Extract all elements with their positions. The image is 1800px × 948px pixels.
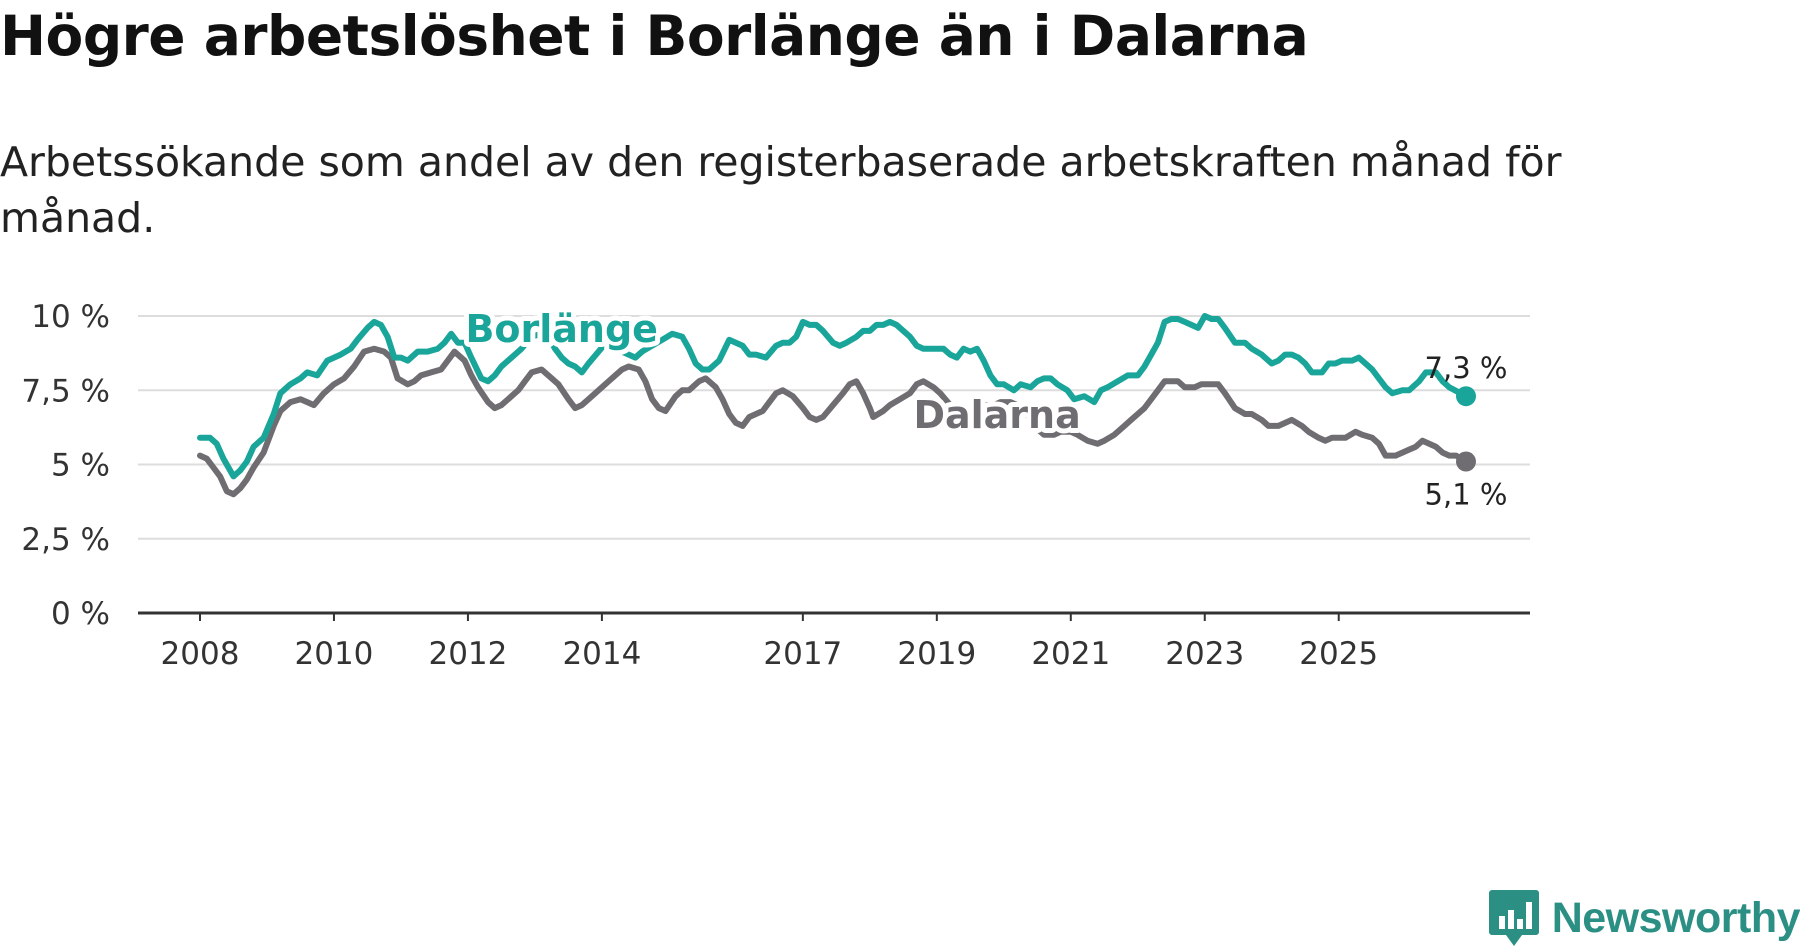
y-tick-label: 10 % [31,299,110,335]
y-tick-label: 2,5 % [21,522,110,558]
y-tick-label: 0 % [51,596,110,632]
end-label-borlange: 7,3 % [1425,351,1508,385]
x-tick-label: 2019 [897,636,976,672]
series-lines [197,313,1476,498]
series-labels: Borlänge Dalarna 7,3 % 5,1 % [460,302,1508,512]
x-tick-label: 2023 [1165,636,1244,672]
newsworthy-logo-icon [1488,890,1539,946]
x-axis: 2008 2010 2012 2014 2017 2019 2021 2023 2025 [138,611,1530,672]
chart-subtitle: Arbetssökande som andel av den registerb… [0,138,1562,242]
series-label-borlange: Borlänge [465,307,658,351]
grid-lines [138,315,1530,540]
series-label-dalarna: Dalarna [913,393,1080,437]
y-tick-label: 5 % [51,448,110,484]
series-line-borlange [197,313,1469,480]
series-line-dalarna [197,345,1469,498]
x-tick-label: 2008 [161,636,240,672]
end-point-dalarna [1456,451,1476,472]
brand-name: Newsworthy [1551,893,1800,942]
x-tick-label: 2021 [1031,636,1110,672]
y-axis-ticks: 0 % 2,5 % 5 % 7,5 % 10 % [21,299,110,632]
y-tick-label: 7,5 % [21,373,110,409]
x-tick-label: 2010 [295,636,374,672]
end-label-dalarna: 5,1 % [1425,478,1508,512]
newsworthy-brand: Newsworthy [1488,888,1800,948]
end-point-borlange [1456,386,1476,407]
x-tick-label: 2014 [562,636,641,672]
x-tick-label: 2012 [428,636,507,672]
x-tick-label: 2017 [763,636,842,672]
x-tick-label: 2025 [1299,636,1378,672]
chart-title: Högre arbetslöshet i Borlänge än i Dalar… [0,4,1309,68]
